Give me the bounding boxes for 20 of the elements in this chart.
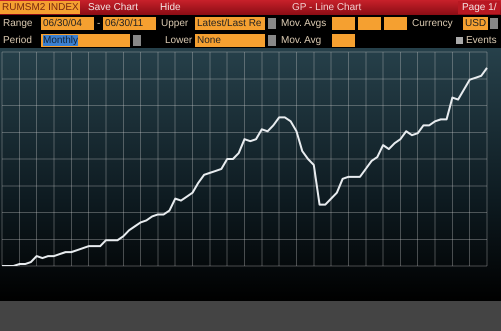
text: Upper	[161, 17, 188, 30]
chart-title: RUMSM2 INDEX	[0, 1, 80, 14]
text: Lower	[165, 34, 192, 47]
text: USD	[465, 18, 486, 29]
text: Page 1/	[458, 1, 500, 14]
chart-subtitle: GP - Line Chart	[292, 1, 362, 14]
text: -	[97, 17, 100, 30]
text: None	[197, 35, 221, 46]
text: Mov. Avgs	[281, 17, 326, 30]
text: Save Chart	[88, 1, 138, 14]
text: 06/30/11	[105, 18, 144, 29]
text: Range	[3, 17, 32, 30]
text: Events	[466, 34, 497, 47]
text: 06/30/04	[43, 18, 82, 29]
text: Latest/Last Re	[197, 18, 262, 29]
text: Currency	[412, 17, 453, 30]
text: Hide	[160, 1, 181, 14]
text: Mov. Avg	[281, 34, 322, 47]
text: Monthly	[43, 35, 78, 46]
text: Period	[3, 34, 32, 47]
